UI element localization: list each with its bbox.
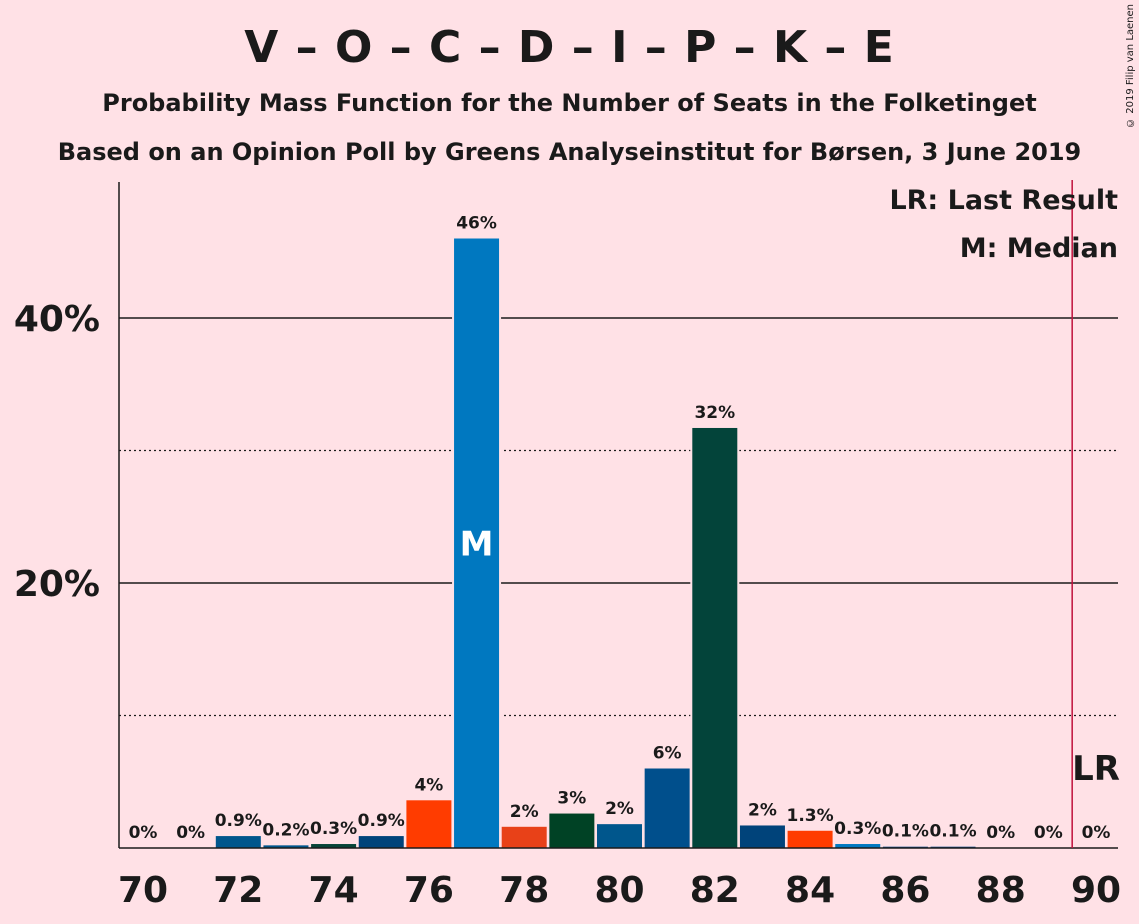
- x-tick-label: 82: [690, 870, 740, 911]
- bar-seat-73: [263, 845, 309, 848]
- legend-median: M: Median: [960, 233, 1118, 264]
- bar-seat-78: [501, 826, 547, 848]
- bar-value-label: 0.1%: [882, 822, 929, 842]
- bar-seat-72: [215, 836, 261, 848]
- y-tick-label: 20%: [14, 564, 100, 605]
- bar-value-label: 0.3%: [310, 819, 357, 839]
- bar-seat-80: [597, 824, 642, 848]
- bar-value-label: 0.2%: [262, 820, 309, 840]
- x-tick-label: 86: [880, 870, 930, 911]
- bar-value-label: 0%: [1082, 823, 1111, 843]
- bar-seat-84: [787, 830, 833, 848]
- bar-value-label: 0%: [986, 823, 1015, 843]
- bar-value-label: 46%: [456, 214, 497, 234]
- bar-value-label: 1.3%: [787, 806, 834, 826]
- bar-gap: [928, 844, 978, 848]
- bar-gap: [880, 844, 930, 848]
- bars: 0% 0%0.9% 0.2% 0.3% 0.9%4%46%M2%3%2%6%32%2% 1…: [129, 214, 1111, 848]
- chart-title: V – O – C – D – I – P – K – E: [244, 22, 895, 73]
- chart-subtitle-source: Based on an Opinion Poll by Greens Analy…: [57, 138, 1082, 166]
- bar-seat-83: [739, 825, 785, 848]
- bar-seat-79: [549, 813, 595, 848]
- median-marker: M: [460, 524, 494, 564]
- bar-value-label: 0.9%: [358, 811, 405, 831]
- axes: 20% 40% 70 72 74 76 78 80 82 84 86 88 90 LR: [14, 180, 1121, 911]
- gridlines: [119, 317, 1118, 717]
- bar-value-label: 6%: [653, 744, 682, 764]
- bar-seat-74: [311, 844, 357, 848]
- x-tick-label: 70: [118, 870, 168, 911]
- bar-value-label: 0%: [176, 823, 205, 843]
- y-tick-label: 40%: [14, 299, 100, 340]
- bar-value-label: 2%: [605, 799, 634, 819]
- last-result-marker: LR: [1072, 749, 1120, 789]
- bar-seat-77: [454, 238, 500, 848]
- bar-value-label: 0%: [1034, 823, 1063, 843]
- bar-value-label: 0%: [129, 823, 158, 843]
- bar-seat-76: [406, 800, 452, 848]
- bar-value-label: 3%: [557, 789, 586, 809]
- bar-value-label: 0.9%: [215, 811, 262, 831]
- x-tick-label: 80: [594, 870, 644, 911]
- bar-seat-85: [835, 844, 881, 848]
- bar-value-label: 4%: [414, 775, 443, 795]
- x-tick-label: 74: [309, 870, 359, 911]
- bar-seat-82: [692, 427, 738, 848]
- bar-value-label: 32%: [694, 403, 735, 423]
- bar-value-label: 2%: [510, 802, 539, 822]
- bar-seat-75: [358, 836, 404, 848]
- x-tick-label: 90: [1071, 870, 1121, 911]
- bar-value-label: 0.3%: [834, 819, 881, 839]
- x-tick-label: 88: [976, 870, 1026, 911]
- legend: LR: Last Result M: Median: [889, 185, 1118, 264]
- chart-subtitle: Probability Mass Function for the Number…: [102, 89, 1037, 117]
- bar-value-label: 2%: [748, 800, 777, 820]
- x-tick-label: 84: [785, 870, 835, 911]
- bar-seat-81: [644, 768, 690, 848]
- x-tick-label: 72: [213, 870, 263, 911]
- x-tick-label: 76: [404, 870, 454, 911]
- bar-value-label: 0.1%: [929, 822, 976, 842]
- legend-last-result: LR: Last Result: [889, 185, 1118, 216]
- x-tick-label: 78: [499, 870, 549, 911]
